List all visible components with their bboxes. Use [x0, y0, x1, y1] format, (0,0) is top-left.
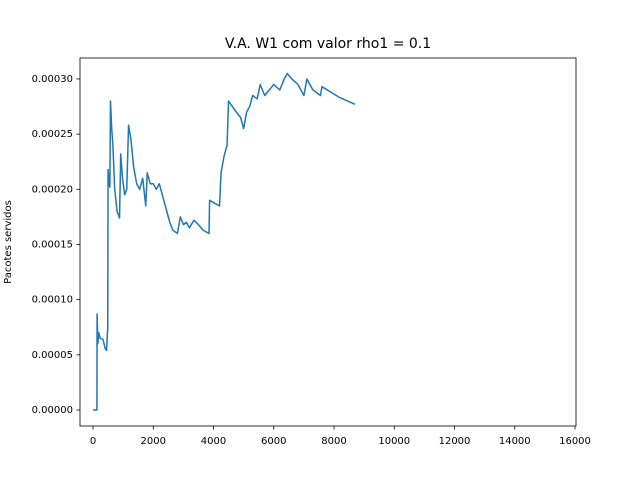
- x-tick-label: 12000: [439, 436, 471, 447]
- x-tick-label: 4000: [201, 436, 226, 447]
- y-tick-label: 0.00020: [32, 184, 73, 195]
- y-tick-label: 0.00005: [32, 350, 73, 361]
- x-tick-label: 2000: [141, 436, 166, 447]
- y-tick-label: 0.00025: [32, 129, 73, 140]
- x-tick-label: 10000: [378, 436, 410, 447]
- data-line: [93, 72, 356, 411]
- y-axis-label: Pacotes servidos: [3, 200, 14, 284]
- x-tick-label: 0: [90, 436, 96, 447]
- chart-title: V.A. W1 com valor rho1 = 0.1: [225, 36, 431, 52]
- x-tick-label: 8000: [321, 436, 346, 447]
- y-tick-label: 0.00030: [32, 74, 73, 85]
- y-tick-label: 0.00015: [32, 239, 73, 250]
- x-tick-label: 14000: [499, 436, 531, 447]
- y-tick-label: 0.00010: [32, 295, 73, 306]
- plot-frame: [79, 57, 577, 427]
- x-tick-label: 16000: [559, 436, 591, 447]
- x-tick-label: 6000: [261, 436, 286, 447]
- y-tick-label: 0.00000: [32, 405, 73, 416]
